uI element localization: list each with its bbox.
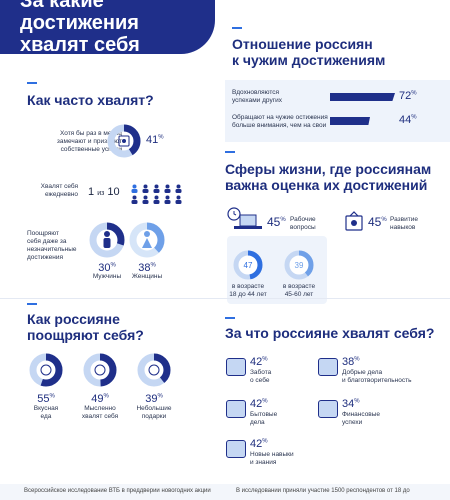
footer-right: В исследовании приняли участие 1500 респ… bbox=[236, 488, 410, 494]
age-donut: 47 bbox=[233, 250, 263, 280]
section-accent bbox=[225, 317, 235, 319]
others-title: Отношение россиян к чужим достижениям bbox=[232, 36, 386, 68]
age-donut-label: 39 bbox=[295, 261, 304, 270]
reward-donut bbox=[29, 353, 63, 387]
others-panel bbox=[225, 80, 450, 142]
praise-label: Добрые дела и благотворительность bbox=[342, 369, 412, 384]
divider bbox=[0, 298, 450, 299]
reward-label: Вкусная еда bbox=[33, 405, 59, 420]
monthly-label: Хотя бы раз в месяц замечают и признают … bbox=[56, 130, 122, 153]
praise-label: Бытовые дела bbox=[250, 411, 278, 426]
reward-donut bbox=[137, 353, 171, 387]
women-value: 38% bbox=[138, 262, 156, 274]
praise-value: 42% bbox=[250, 356, 268, 368]
pot-icon bbox=[226, 400, 246, 418]
work-label: Рабочие вопросы bbox=[290, 216, 316, 231]
frequency-title: Как часто хвалят? bbox=[27, 92, 154, 108]
laptop-icon bbox=[227, 207, 262, 229]
person-icon bbox=[130, 180, 139, 193]
person-icon bbox=[163, 191, 172, 204]
age1-label: в возрасте 18 до 44 лет bbox=[229, 283, 267, 298]
reward-label: Небольшие подарки bbox=[136, 405, 172, 420]
praise-value: 38% bbox=[342, 356, 360, 368]
person-icon bbox=[141, 180, 150, 193]
praise-label: Забота о себе bbox=[250, 369, 272, 384]
women-label: Женщины bbox=[131, 273, 163, 280]
praise-label: Финансовые успехи bbox=[342, 411, 381, 426]
skills-value: 45% bbox=[368, 215, 387, 229]
others-value: 44% bbox=[399, 114, 417, 126]
page-title: За какие достижения хвалят себя россияне… bbox=[20, 0, 140, 78]
men-label: Мужчины bbox=[92, 273, 122, 280]
others-row-label: Обращают на чужие остижения больше внима… bbox=[232, 114, 328, 129]
praise-label: Новые навыки и знания bbox=[250, 451, 294, 466]
section-accent bbox=[232, 27, 242, 29]
daily-value: 1 из 10 bbox=[88, 186, 120, 198]
small-achievements-label: Поощряют себя даже за незначительные дос… bbox=[27, 230, 77, 261]
men-donut bbox=[89, 222, 125, 258]
heart-hands-icon bbox=[318, 358, 338, 376]
book-icon bbox=[226, 440, 246, 458]
praise-value: 34% bbox=[342, 398, 360, 410]
person-icon bbox=[141, 191, 150, 204]
reward-donut bbox=[83, 353, 117, 387]
reward-label: Мысленно хвалят себя bbox=[81, 405, 119, 420]
spheres-title: Сферы жизни, где россиянам важна оценка … bbox=[225, 161, 432, 193]
skills-icon bbox=[345, 211, 363, 231]
person-icon bbox=[152, 180, 161, 193]
praise-value: 42% bbox=[250, 398, 268, 410]
others-bar bbox=[330, 117, 370, 125]
praise-title: За что россияне хвалят себя? bbox=[225, 325, 435, 341]
skills-label: Развитие навыков bbox=[390, 216, 418, 231]
finance-icon bbox=[318, 400, 338, 418]
section-accent bbox=[225, 151, 235, 153]
reward-value: 39% bbox=[145, 393, 163, 405]
lounger-icon bbox=[226, 358, 246, 376]
section-accent bbox=[27, 82, 37, 84]
person-icon bbox=[174, 191, 183, 204]
person-icon bbox=[163, 180, 172, 193]
age2-label: в возрасте 45-60 лет bbox=[282, 283, 316, 298]
daily-label: Хвалят себя ежедневно bbox=[40, 183, 78, 198]
age-donut: 39 bbox=[284, 250, 314, 280]
others-row-label: Вдохновляются успехами других bbox=[232, 89, 282, 104]
person-icon bbox=[130, 191, 139, 204]
header-banner bbox=[0, 0, 215, 54]
reward-value: 55% bbox=[37, 393, 55, 405]
women-donut bbox=[129, 222, 165, 258]
praise-value: 42% bbox=[250, 438, 268, 450]
work-value: 45% bbox=[267, 215, 286, 229]
section-accent bbox=[27, 303, 37, 305]
monthly-donut bbox=[107, 124, 141, 158]
men-value: 30% bbox=[98, 262, 116, 274]
person-icon bbox=[174, 180, 183, 193]
age-donut-label: 47 bbox=[244, 261, 253, 270]
others-value: 72% bbox=[399, 90, 417, 102]
footer-bg bbox=[0, 484, 450, 500]
others-bar bbox=[330, 93, 395, 101]
reward-value: 49% bbox=[91, 393, 109, 405]
food-icon bbox=[40, 364, 52, 376]
footer-left: Всероссийское исследование ВТБ в преддве… bbox=[24, 488, 211, 494]
reward-title: Как россияне поощряют себя? bbox=[27, 311, 144, 343]
person-icon bbox=[152, 191, 161, 204]
monthly-value: 41% bbox=[146, 134, 164, 146]
gift-icon bbox=[148, 364, 160, 376]
speech-icon bbox=[94, 364, 106, 376]
